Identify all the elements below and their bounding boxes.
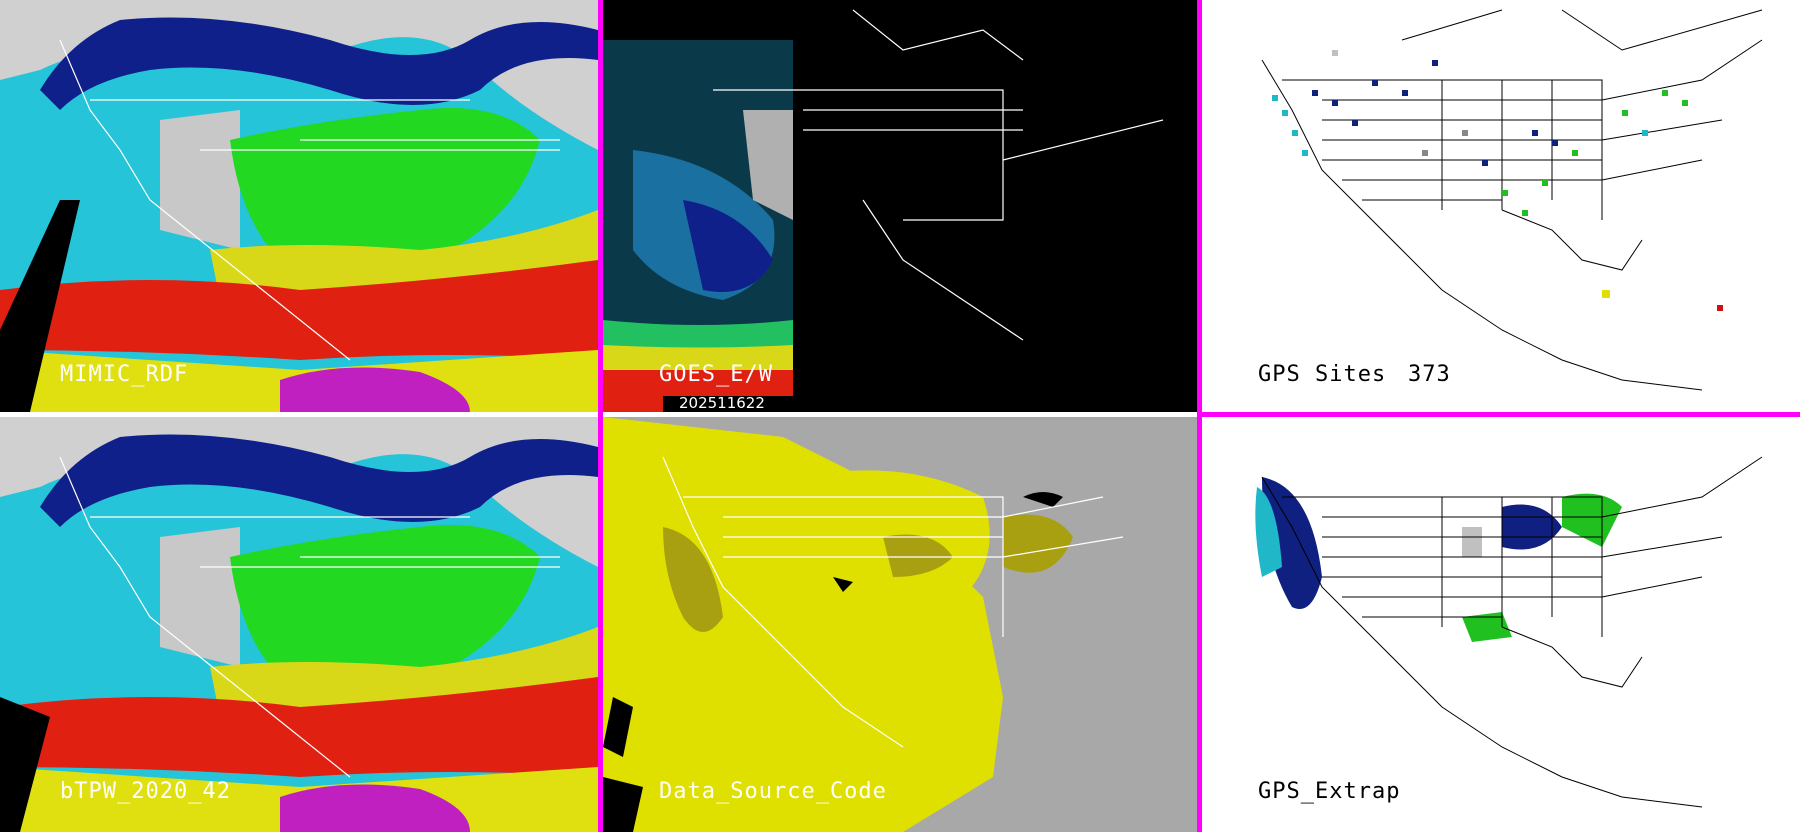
panel-label: GOES_E/W bbox=[659, 362, 773, 387]
datetime-text: 202511622 bbox=[679, 394, 765, 412]
panel-gps-sites: GPS Sites 373 bbox=[1202, 0, 1800, 412]
panel-label: bTPW_2020_42 bbox=[60, 779, 231, 804]
goes-imagery-map bbox=[603, 0, 1197, 412]
gps-sites-map bbox=[1202, 0, 1800, 412]
btpw-field-map bbox=[0, 417, 598, 832]
panel-goes: GOES_E/W 202511622 bbox=[603, 0, 1197, 412]
tpw-field-map bbox=[0, 0, 598, 412]
panel-mimic-rdf: MIMIC_RDF bbox=[0, 0, 598, 412]
panel-label: GPS_Extrap bbox=[1258, 779, 1400, 804]
data-source-code-map bbox=[603, 417, 1197, 832]
panel-label: GPS Sites bbox=[1258, 362, 1386, 387]
panel-gps-extrap: GPS_Extrap bbox=[1202, 417, 1800, 832]
panel-data-source-code: Data_Source_Code bbox=[603, 417, 1197, 832]
datetime-stamp: 202511622 bbox=[663, 396, 1143, 412]
panel-btpw: bTPW_2020_42 bbox=[0, 417, 598, 832]
gps-extrap-map bbox=[1202, 417, 1800, 832]
gps-site-count: 373 bbox=[1408, 362, 1451, 387]
panel-label: MIMIC_RDF bbox=[60, 362, 188, 387]
panel-label: Data_Source_Code bbox=[659, 779, 887, 804]
